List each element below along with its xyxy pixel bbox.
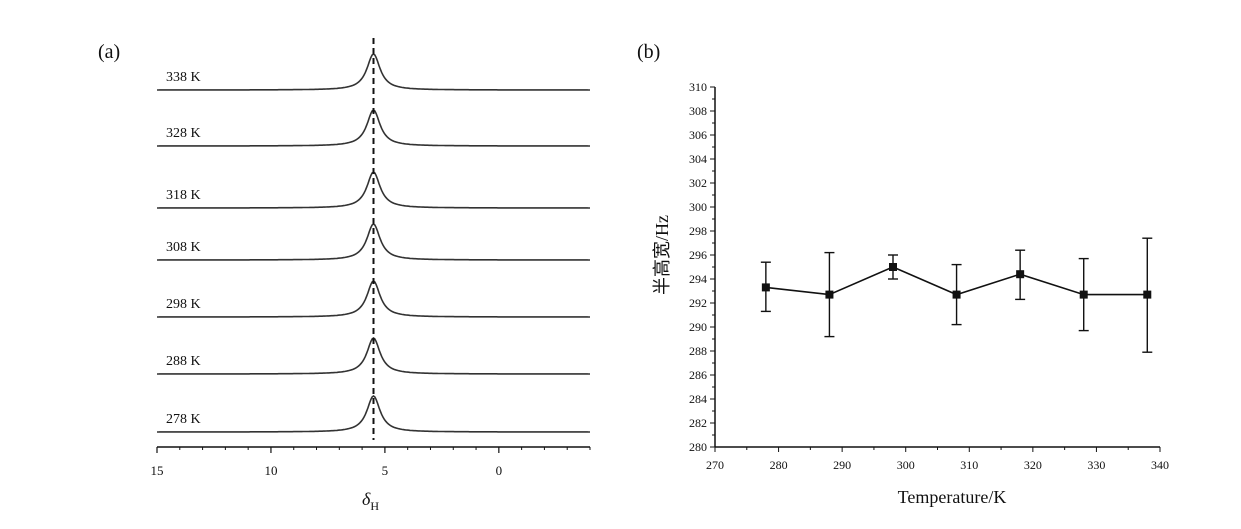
- data-point-marker: [889, 263, 897, 271]
- y-tick-label: 292: [689, 296, 707, 310]
- panel-b-y-axis-title: 半高宽/Hz: [652, 215, 672, 295]
- panel-b-series: [760, 237, 1153, 353]
- y-tick-label: 280: [689, 440, 707, 454]
- spectrum-trace: [157, 395, 590, 433]
- temperature-label: 318 K: [166, 188, 201, 203]
- panel-a-x-axis-title: δH: [362, 489, 379, 513]
- x-tick-label: 340: [1151, 458, 1169, 472]
- data-point-marker: [952, 290, 961, 299]
- delta-symbol: δ: [362, 489, 371, 509]
- y-tick-label: 302: [689, 176, 707, 190]
- panel-a-x-ticks: 15 10 5 0: [151, 447, 591, 478]
- x-tick-label: 290: [833, 458, 851, 472]
- temperature-label: 278 K: [166, 412, 201, 427]
- y-tick-label: 296: [689, 248, 707, 262]
- y-tick-label: 310: [689, 80, 707, 94]
- x-tick-label: 330: [1087, 458, 1105, 472]
- y-tick-label: 290: [689, 320, 707, 334]
- panel-b-x-axis-title: Temperature/K: [898, 487, 1007, 507]
- x-tick-label: 5: [382, 463, 389, 478]
- panel-b-label: (b): [637, 41, 660, 63]
- temperature-label: 298 K: [166, 297, 201, 312]
- y-tick-label: 308: [689, 104, 707, 118]
- temperature-label: 308 K: [166, 240, 201, 255]
- data-point-marker: [825, 290, 834, 299]
- data-point-marker: [761, 283, 770, 292]
- x-tick-label: 280: [770, 458, 788, 472]
- y-tick-label: 298: [689, 224, 707, 238]
- x-tick-label: 310: [960, 458, 978, 472]
- x-tick-label: 320: [1024, 458, 1042, 472]
- data-point-marker: [1079, 290, 1088, 299]
- temperature-label: 288 K: [166, 354, 201, 369]
- panel-b-axes: [714, 87, 1160, 448]
- temperature-label: 338 K: [166, 70, 201, 85]
- data-point-marker: [1016, 270, 1025, 279]
- panel-b-ticks: 280 282 284 286 288 290 292 294 296 298 300 302 304 3…: [689, 80, 1169, 472]
- y-tick-label: 304: [689, 152, 707, 166]
- y-tick-label: 300: [689, 200, 707, 214]
- y-tick-label: 282: [689, 416, 707, 430]
- x-tick-label: 10: [264, 463, 277, 478]
- y-tick-label: 294: [689, 272, 707, 286]
- delta-subscript: H: [370, 499, 379, 513]
- x-tick-label: 0: [496, 463, 503, 478]
- data-point-marker: [1143, 290, 1152, 299]
- y-tick-label: 284: [689, 392, 707, 406]
- y-tick-label: 286: [689, 368, 707, 382]
- y-tick-label: 288: [689, 344, 707, 358]
- y-tick-label: 306: [689, 128, 707, 142]
- x-tick-label: 15: [151, 463, 164, 478]
- x-tick-label: 300: [897, 458, 915, 472]
- temperature-label: 328 K: [166, 126, 201, 141]
- x-tick-label: 270: [706, 458, 724, 472]
- panel-b-error-chart: (b) 280 282 284 286 288 290 292 294 296 298 300 302…: [637, 41, 1169, 507]
- panel-a-label: (a): [98, 41, 120, 63]
